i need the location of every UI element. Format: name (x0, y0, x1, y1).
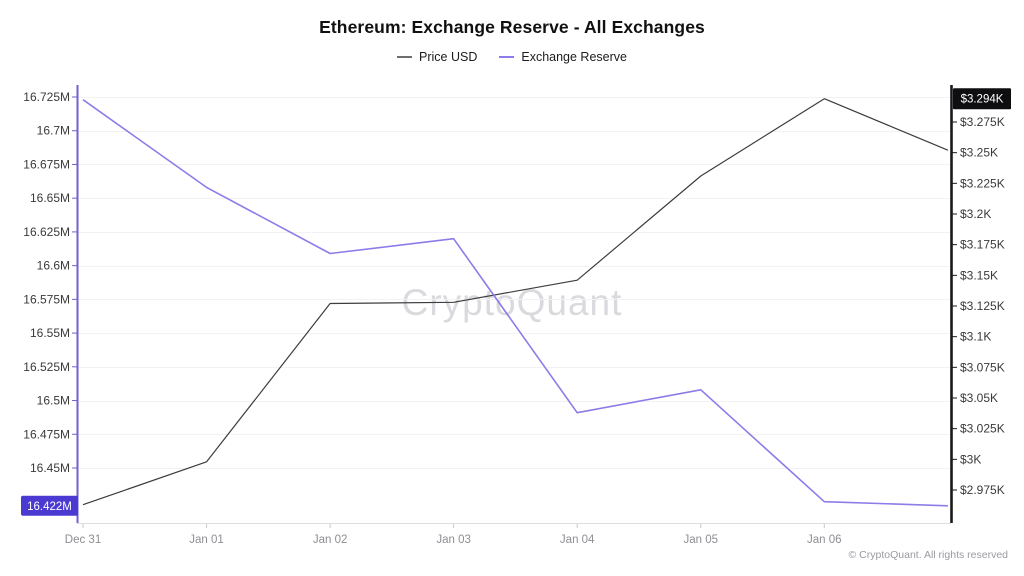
price-usd-value-badge (953, 88, 1011, 110)
price-usd-line-icon (397, 56, 413, 58)
left-axis-tick-label: 16.55M (30, 326, 70, 340)
right-axis-tick-label: $3.05K (960, 391, 998, 405)
exchange-reserve-value-badge-label: 16.422M (27, 501, 72, 513)
left-axis-tick-label: 16.475M (23, 427, 70, 441)
right-axis-tick-label: $3.175K (960, 238, 1005, 252)
right-axis-tick-label: $3.225K (960, 176, 1005, 190)
left-axis-tick-label: 16.575M (23, 292, 70, 306)
right-axis-tick-label: $2.975K (960, 483, 1005, 497)
right-axis-tick-label: $3.15K (960, 268, 998, 282)
right-axis-tick-label: $3.25K (960, 146, 998, 160)
right-axis-tick-label: $3.2K (960, 207, 991, 221)
exchange-reserve-value-badge (21, 495, 78, 516)
left-axis-tick-label: 16.675M (23, 157, 70, 171)
left-axis-tick-label: 16.7M (37, 124, 70, 138)
exchange-reserve-series-line (82, 99, 948, 507)
legend-label-price-usd: Price USD (419, 50, 478, 64)
right-axis-tick-label: $3.075K (960, 360, 1005, 374)
x-axis-tick-label: Jan 03 (436, 534, 471, 546)
right-axis-tick-label: $3K (960, 452, 981, 466)
legend-label-exchange-reserve: Exchange Reserve (521, 50, 627, 64)
left-axis-tick-label: 16.65M (30, 191, 70, 205)
x-axis-tick-label: Jan 06 (807, 534, 842, 546)
legend-item-price-usd[interactable]: Price USD (397, 50, 477, 64)
x-axis-tick-label: Jan 01 (189, 534, 224, 546)
right-axis-tick-label: $3.125K (960, 299, 1005, 313)
x-axis-tick-label: Jan 05 (683, 534, 718, 546)
chart-legend: Price USD Exchange Reserve (0, 50, 1024, 64)
left-axis-tick-label: 16.45M (30, 461, 70, 475)
left-axis-tick-label: 16.725M (23, 90, 70, 104)
left-axis-tick-label: 16.525M (23, 360, 70, 374)
price-usd-value-badge-label: $3.294K (961, 94, 1004, 106)
copyright-notice: © CryptoQuant. All rights reserved (848, 549, 1008, 561)
x-axis-tick-label: Jan 02 (313, 534, 348, 546)
left-axis-tick-label: 16.6M (37, 259, 70, 273)
right-axis-tick-label: $3.1K (960, 330, 991, 344)
price-usd-series-line (82, 98, 949, 506)
left-axis-tick-label: 16.625M (23, 225, 70, 239)
x-axis-tick-label: Jan 04 (560, 534, 595, 546)
plot-generated: 16.725M 16.7M 16.675M 16.65M 16.625M 16.6M 16.… (21, 85, 1011, 546)
exchange-reserve-line-icon (499, 56, 515, 58)
x-axis-tick-label: Dec 31 (65, 534, 101, 546)
chart-title: Ethereum: Exchange Reserve - All Exchang… (319, 17, 705, 37)
left-axis-tick-label: 16.5M (37, 394, 70, 408)
legend-item-exchange-reserve[interactable]: Exchange Reserve (499, 50, 627, 64)
right-axis-tick-label: $3.275K (960, 115, 1005, 129)
right-axis-tick-label: $3.025K (960, 422, 1005, 436)
